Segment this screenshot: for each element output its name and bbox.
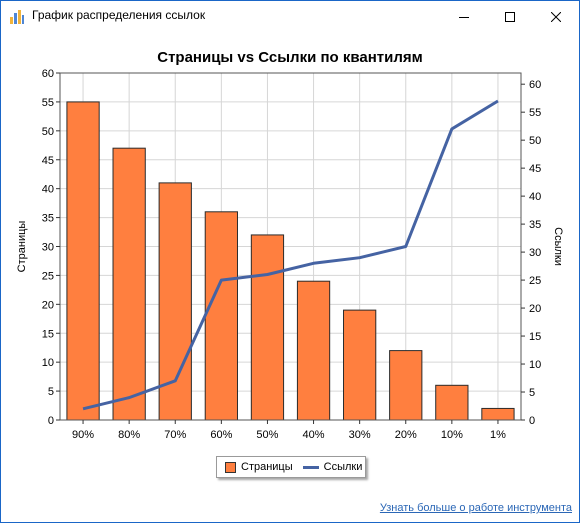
left-axis-tick-label: 20 bbox=[42, 299, 54, 311]
right-axis-title: Ссылки bbox=[552, 227, 564, 266]
left-axis-tick-label: 45 bbox=[42, 155, 54, 167]
left-axis-tick-label: 60 bbox=[42, 68, 54, 80]
close-icon bbox=[551, 11, 561, 22]
bar-40% bbox=[296, 280, 331, 421]
left-axis-tick-label: 15 bbox=[42, 328, 54, 340]
x-axis-tick-label: 80% bbox=[118, 429, 140, 441]
right-axis-tick-label: 50 bbox=[529, 135, 541, 147]
x-axis-tick-label: 90% bbox=[72, 429, 94, 441]
maximize-icon bbox=[505, 11, 515, 22]
learn-more-link[interactable]: Узнать больше о работе инструмента bbox=[379, 502, 572, 514]
bar-60% bbox=[204, 211, 238, 421]
title-bar[interactable]: График распределения ссылок bbox=[1, 1, 579, 32]
left-axis-tick-label: 25 bbox=[42, 270, 54, 282]
bar-30% bbox=[343, 309, 377, 421]
bar-chart-app-icon bbox=[10, 10, 24, 24]
chart-content: Страницы vs Ссылки по квантилям 0 5 10 15 20… bbox=[1, 32, 579, 522]
chart-legend: Страницы Ссылки bbox=[216, 456, 366, 478]
left-axis-tick-label: 50 bbox=[42, 126, 54, 138]
left-axis-tick-label: 10 bbox=[42, 357, 54, 369]
right-axis-tick-label: 40 bbox=[529, 191, 541, 203]
combo-chart: 0 5 10 15 20 25 30 35 40 45 50 55 60 0 5 10 15 20 25 30 35 40… bbox=[16, 68, 564, 441]
x-axis-tick-label: 10% bbox=[441, 429, 463, 441]
left-axis-title: Страницы bbox=[16, 221, 28, 273]
x-axis-tick-label: 70% bbox=[164, 429, 186, 441]
minimize-icon bbox=[459, 16, 469, 18]
bar-50% bbox=[250, 234, 285, 421]
left-axis-tick-label: 55 bbox=[42, 97, 54, 109]
right-axis-tick-label: 0 bbox=[529, 415, 535, 427]
bar-90% bbox=[66, 101, 100, 421]
window-title: График распределения ссылок bbox=[32, 8, 206, 22]
bar-1% bbox=[481, 407, 515, 421]
chart-title: Страницы vs Ссылки по квантилям bbox=[157, 49, 423, 66]
x-axis-tick-label: 30% bbox=[349, 429, 371, 441]
bar-80% bbox=[112, 147, 146, 421]
legend-swatch-links bbox=[302, 465, 319, 469]
left-axis-tick-label: 5 bbox=[48, 386, 54, 398]
right-axis-tick-label: 5 bbox=[529, 387, 535, 399]
x-axis-tick-label: 1% bbox=[490, 429, 506, 441]
x-axis-tick-label: 50% bbox=[256, 429, 278, 441]
bar-10% bbox=[435, 384, 469, 421]
left-axis-tick-label: 30 bbox=[42, 242, 54, 254]
right-axis-tick-label: 45 bbox=[529, 163, 541, 175]
right-axis-tick-label: 30 bbox=[529, 247, 541, 259]
bar-20% bbox=[389, 350, 423, 421]
left-axis-tick-label: 0 bbox=[48, 415, 54, 427]
legend-label-pages: Страницы bbox=[241, 461, 293, 473]
right-axis-tick-label: 25 bbox=[529, 275, 541, 287]
right-axis-tick-label: 60 bbox=[529, 79, 541, 91]
maximize-button[interactable] bbox=[487, 1, 533, 32]
x-axis-tick-label: 60% bbox=[210, 429, 232, 441]
right-axis-tick-label: 35 bbox=[529, 219, 541, 231]
minimize-button[interactable] bbox=[441, 1, 487, 32]
left-axis-tick-label: 35 bbox=[42, 213, 54, 225]
left-axis-tick-label: 40 bbox=[42, 184, 54, 196]
right-axis-tick-label: 10 bbox=[529, 359, 541, 371]
x-axis-tick-label: 20% bbox=[395, 429, 417, 441]
legend-swatch-pages bbox=[225, 461, 236, 473]
right-axis-tick-label: 15 bbox=[529, 331, 541, 343]
right-axis-tick-label: 20 bbox=[529, 303, 541, 315]
legend-label-links: Ссылки bbox=[323, 461, 363, 473]
x-axis-tick-label: 40% bbox=[303, 429, 325, 441]
links-line bbox=[82, 99, 499, 411]
close-button[interactable] bbox=[533, 1, 579, 32]
right-axis-tick-label: 55 bbox=[529, 107, 541, 119]
